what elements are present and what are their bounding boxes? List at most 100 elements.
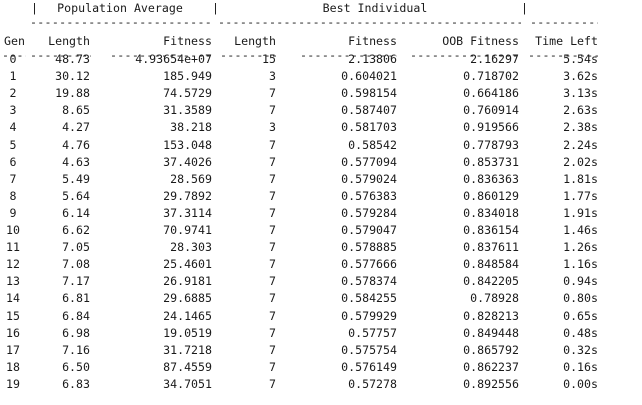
cell-oob-fitness: 0.836363	[463, 171, 519, 186]
cell-gen: 3	[9, 103, 17, 118]
col-header-pop-length: Length	[48, 34, 90, 48]
cell-pop-fitness: 37.4026	[163, 154, 212, 169]
cell-best-length: 3	[269, 120, 276, 135]
cell-pop-fitness: 25.4601	[163, 257, 212, 272]
cell-gen: 5	[9, 137, 17, 152]
cell-oob-fitness: 0.778793	[463, 137, 519, 152]
cell-pop-length: 6.62	[62, 223, 90, 237]
column-header-line: Gen Length Fitness Length Fitness OOB Fi…	[0, 33, 598, 49]
cell-best-fitness: 0.579929	[341, 308, 397, 323]
cell-best-fitness: 0.579024	[341, 171, 397, 186]
cell-time-left: 0.80s	[563, 291, 598, 306]
cell-pop-length: 8.65	[62, 103, 90, 118]
cell-oob-fitness: 0.853731	[463, 154, 519, 169]
col-header-gen: Gen	[4, 34, 25, 48]
cell-gen: 8	[9, 188, 17, 203]
separator-gen: ----------------------------------------…	[2, 48, 26, 62]
cell-pop-fitness: 31.7218	[163, 342, 212, 357]
separator-best-length: ----------------------------------------…	[220, 48, 276, 62]
cell-oob-fitness: 0.828213	[463, 308, 519, 323]
cell-pop-length: 30.12	[55, 69, 90, 84]
cell-best-fitness: 0.598154	[341, 86, 397, 101]
cell-time-left: 1.81s	[563, 171, 598, 186]
cell-pop-length: 6.84	[62, 308, 90, 323]
cell-best-length: 7	[269, 137, 276, 152]
cell-best-fitness: 0.587407	[341, 103, 397, 118]
cell-oob-fitness: 0.718702	[463, 69, 519, 84]
cell-best-fitness: 0.584255	[341, 291, 397, 306]
cell-best-length: 7	[269, 205, 276, 220]
cell-gen: 2	[9, 86, 17, 101]
cell-best-fitness: 0.577666	[341, 257, 397, 272]
cell-best-length: 3	[269, 69, 276, 84]
cell-best-length: 7	[269, 103, 276, 118]
cell-pop-length: 5.64	[62, 188, 90, 203]
cell-time-left: 0.16s	[563, 359, 598, 374]
cell-best-fitness: 2.13806	[348, 52, 397, 66]
cell-best-fitness: 0.576383	[341, 188, 397, 203]
group-divider: |	[521, 1, 528, 15]
cell-pop-fitness: 185.949	[163, 69, 212, 84]
separator-time: ----------	[530, 15, 598, 29]
cell-best-length: 7	[269, 86, 276, 101]
col-header-time-left: Time Left	[535, 34, 598, 48]
cell-gen: 12	[6, 257, 20, 272]
cell-oob-fitness: 0.849448	[463, 325, 519, 340]
cell-pop-fitness: 28.303	[170, 240, 212, 255]
cell-time-left: 0.00s	[563, 376, 598, 391]
cell-best-fitness: 0.575754	[341, 342, 397, 357]
separator-time-left: ----------------------------------------…	[528, 48, 598, 62]
cell-gen: 16	[6, 325, 20, 340]
group-header-line: | Population Average | Best Individual |	[0, 0, 528, 16]
cell-pop-fitness: 28.569	[170, 171, 212, 186]
cell-pop-length: 6.81	[62, 291, 90, 306]
cell-time-left: 1.77s	[563, 188, 598, 203]
cell-gen: 14	[6, 291, 20, 306]
separator-best-individual: ----------------------------------------…	[218, 15, 521, 29]
cell-best-fitness: 0.579284	[341, 205, 397, 220]
cell-gen: 0	[9, 52, 17, 66]
separator-pop-length: ----------------------------------------…	[30, 48, 91, 62]
cell-time-left: 1.16s	[563, 257, 598, 272]
cell-gen: 13	[6, 274, 20, 289]
cell-gen: 4	[9, 120, 17, 135]
separator-best-fitness: ----------------------------------------…	[300, 48, 397, 62]
cell-pop-length: 7.16	[62, 342, 90, 357]
cell-time-left: 1.26s	[563, 240, 598, 255]
cell-gen: 10	[6, 223, 20, 237]
cell-oob-fitness: 0.862237	[463, 359, 519, 374]
cell-pop-fitness: 29.7892	[163, 188, 212, 203]
cell-gen: 15	[6, 308, 20, 323]
cell-pop-length: 4.63	[62, 154, 90, 169]
cell-best-length: 7	[269, 154, 276, 169]
cell-time-left: 0.48s	[563, 325, 598, 340]
cell-gen: 17	[6, 342, 20, 357]
col-header-best-length: Length	[234, 34, 276, 48]
cell-time-left: 1.91s	[563, 205, 598, 220]
col-header-pop-fitness: Fitness	[163, 34, 212, 48]
cell-best-fitness: 0.604021	[341, 69, 397, 84]
cell-best-length: 15	[262, 52, 276, 66]
cell-best-fitness: 0.581703	[341, 120, 397, 135]
separator-population: ----------------------------------------…	[30, 15, 214, 29]
cell-pop-fitness: 153.048	[163, 137, 212, 152]
cell-pop-length: 7.17	[62, 274, 90, 289]
cell-oob-fitness: 0.834018	[463, 205, 519, 220]
cell-oob-fitness: 0.664186	[463, 86, 519, 101]
cell-pop-fitness: 31.3589	[163, 103, 212, 118]
cell-pop-length: 4.27	[62, 120, 90, 135]
cell-best-fitness: 0.57757	[348, 325, 397, 340]
cell-best-length: 7	[269, 308, 276, 323]
cell-best-fitness: 0.579047	[341, 223, 397, 237]
cell-gen: 19	[6, 376, 20, 391]
cell-pop-fitness: 38.218	[170, 120, 212, 135]
cell-oob-fitness: 0.836154	[463, 223, 519, 237]
cell-pop-length: 7.08	[62, 257, 90, 272]
cell-best-length: 7	[269, 325, 276, 340]
cell-pop-length: 6.50	[62, 359, 90, 374]
cell-best-length: 7	[269, 240, 276, 255]
cell-best-fitness: 0.57278	[348, 376, 397, 391]
cell-time-left: 3.62s	[563, 69, 598, 84]
cell-best-fitness: 0.578374	[341, 274, 397, 289]
